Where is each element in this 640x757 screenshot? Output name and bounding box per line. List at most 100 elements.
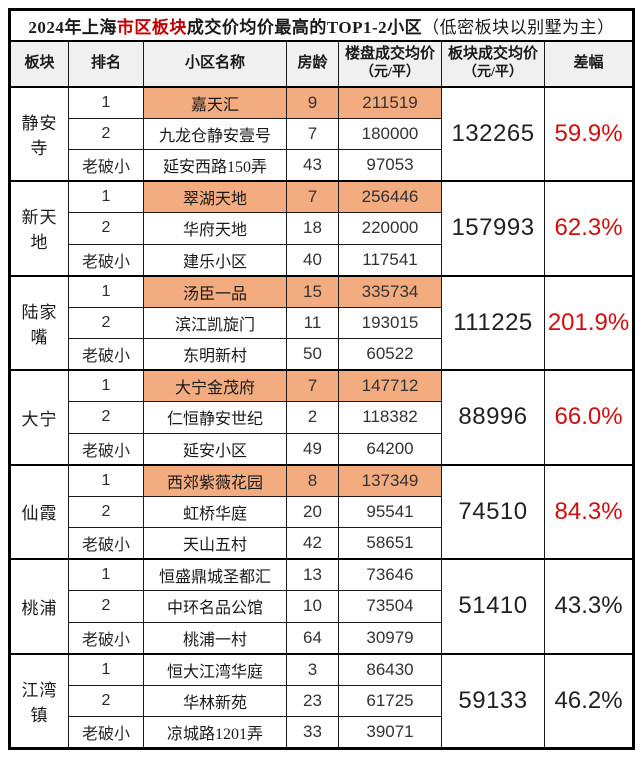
rank-cell: 老破小 [68, 527, 144, 560]
price-cell: 61725 [338, 684, 442, 717]
estate-name-cell: 桃浦一村 [143, 621, 287, 654]
title-highlight-red: 市区板块 [116, 17, 187, 37]
col-header-district: 板块 [9, 40, 69, 88]
age-cell: 40 [286, 243, 339, 276]
diff-cell: 59.9% [543, 85, 635, 182]
col-header-rank: 排名 [68, 40, 144, 88]
diff-cell: 84.3% [543, 463, 635, 560]
estate-name-cell: 恒大江湾华庭 [143, 652, 287, 686]
price-cell: 97053 [338, 149, 442, 182]
rank-cell: 老破小 [68, 243, 144, 276]
district-cell: 仙霞 [9, 463, 69, 560]
age-cell: 13 [286, 558, 339, 591]
estate-name-cell: 汤臣一品 [143, 274, 287, 308]
rank-cell: 老破小 [68, 432, 144, 465]
estate-name-cell: 华府天地 [143, 212, 287, 245]
col-header-age: 房龄 [286, 40, 339, 88]
rank-cell: 老破小 [68, 338, 144, 371]
age-cell: 8 [286, 463, 339, 497]
rank-cell: 2 [68, 401, 144, 434]
price-cell: 95541 [338, 495, 442, 528]
age-cell: 20 [286, 495, 339, 528]
district-cell: 大宁 [9, 369, 69, 465]
age-cell: 50 [286, 338, 339, 371]
district-cell: 静安寺 [9, 85, 69, 182]
diff-cell: 46.2% [543, 652, 635, 749]
diff-cell: 43.3% [543, 558, 635, 654]
block-avg-cell: 74510 [441, 463, 545, 560]
title-note: （低密板块以别墅为主） [422, 17, 615, 37]
diff-cell: 201.9% [543, 274, 635, 371]
estate-name-cell: 恒盛鼎城圣都汇 [143, 558, 287, 591]
rank-cell: 老破小 [68, 716, 144, 749]
price-cell: 193015 [338, 306, 442, 339]
price-cell: 211519 [338, 85, 442, 119]
price-cell: 64200 [338, 432, 442, 465]
price-cell: 73504 [338, 590, 442, 623]
rank-cell: 2 [68, 212, 144, 245]
estate-name-cell: 仁恒静安世纪 [143, 401, 287, 434]
estate-name-cell: 虹桥华庭 [143, 495, 287, 528]
age-cell: 7 [286, 117, 339, 150]
estate-name-cell: 翠湖天地 [143, 180, 287, 213]
estate-name-cell: 延安小区 [143, 432, 287, 465]
title-part1: 2024年上海 [28, 17, 117, 37]
age-cell: 10 [286, 590, 339, 623]
price-cell: 335734 [338, 274, 442, 308]
price-cell: 180000 [338, 117, 442, 150]
block-avg-cell: 132265 [441, 85, 545, 182]
col-header-district-price: 板块成交均价 （元/平） [441, 40, 545, 88]
estate-name-cell: 延安西路150弄 [143, 149, 287, 182]
rank-cell: 1 [68, 652, 144, 686]
age-cell: 42 [286, 527, 339, 560]
estate-name-cell: 天山五村 [143, 527, 287, 560]
age-cell: 18 [286, 212, 339, 245]
price-cell: 117541 [338, 243, 442, 276]
rank-cell: 1 [68, 463, 144, 497]
block-avg-cell: 88996 [441, 369, 545, 465]
price-cell: 30979 [338, 621, 442, 654]
rank-cell: 2 [68, 117, 144, 150]
rank-cell: 2 [68, 684, 144, 717]
price-cell: 147712 [338, 369, 442, 402]
estate-name-cell: 九龙仓静安壹号 [143, 117, 287, 150]
age-cell: 7 [286, 369, 339, 402]
price-cell: 220000 [338, 212, 442, 245]
col-header-estate-price: 楼盘成交均价 （元/平） [338, 40, 442, 88]
age-cell: 23 [286, 684, 339, 717]
age-cell: 64 [286, 621, 339, 654]
block-avg-cell: 111225 [441, 274, 545, 371]
col-header-estate: 小区名称 [143, 40, 287, 88]
block-avg-cell: 59133 [441, 652, 545, 749]
price-cell: 73646 [338, 558, 442, 591]
age-cell: 49 [286, 432, 339, 465]
rank-cell: 2 [68, 306, 144, 339]
estate-name-cell: 大宁金茂府 [143, 369, 287, 402]
rank-cell: 1 [68, 274, 144, 308]
rank-cell: 老破小 [68, 149, 144, 182]
estate-name-cell: 嘉天汇 [143, 85, 287, 119]
age-cell: 3 [286, 652, 339, 686]
age-cell: 33 [286, 716, 339, 749]
estate-name-cell: 华林新苑 [143, 684, 287, 717]
col-header-diff: 差幅 [543, 40, 635, 88]
estate-name-cell: 东明新村 [143, 338, 287, 371]
age-cell: 2 [286, 401, 339, 434]
rank-cell: 1 [68, 369, 144, 402]
diff-cell: 62.3% [543, 180, 635, 276]
block-avg-cell: 157993 [441, 180, 545, 276]
estate-name-cell: 滨江凯旋门 [143, 306, 287, 339]
age-cell: 7 [286, 180, 339, 213]
age-cell: 11 [286, 306, 339, 339]
table-title: 2024年上海市区板块成交价均价最高的TOP1-2小区（低密板块以别墅为主） [8, 9, 635, 42]
top-estates-table: 2024年上海市区板块成交价均价最高的TOP1-2小区（低密板块以别墅为主） 板… [8, 8, 636, 750]
rank-cell: 老破小 [68, 621, 144, 654]
price-cell: 58651 [338, 527, 442, 560]
block-avg-cell: 51410 [441, 558, 545, 654]
age-cell: 15 [286, 274, 339, 308]
estate-name-cell: 凉城路1201弄 [143, 716, 287, 749]
district-cell: 桃浦 [9, 558, 69, 654]
estate-name-cell: 中环名品公馆 [143, 590, 287, 623]
estate-name-cell: 西郊紫薇花园 [143, 463, 287, 497]
rank-cell: 1 [68, 558, 144, 591]
